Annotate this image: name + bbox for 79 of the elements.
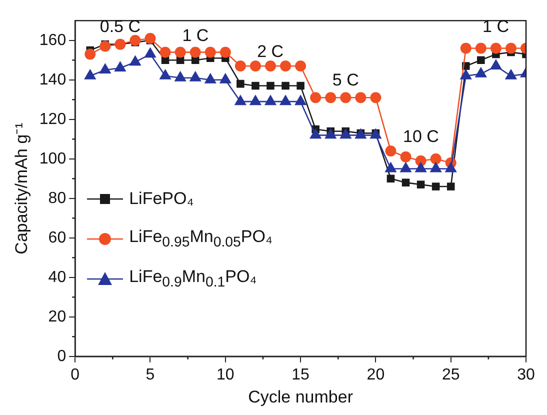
point xyxy=(386,174,395,183)
point xyxy=(84,48,96,60)
point xyxy=(220,46,231,58)
point xyxy=(444,162,457,172)
point xyxy=(402,178,410,186)
point xyxy=(100,40,111,52)
x-tick-label: 5 xyxy=(146,366,155,384)
y-axis-title: Capacity/mAh g⁻¹ xyxy=(12,122,31,254)
point xyxy=(414,162,427,172)
point xyxy=(385,145,396,156)
point xyxy=(190,46,201,58)
x-tick-label: 10 xyxy=(216,366,234,384)
x-axis-title: Cycle number xyxy=(248,387,354,406)
legend-label: LiFe$_{0.9}$Mn$_{0.1}$PO₄ xyxy=(129,266,257,290)
y-tick-label: 140 xyxy=(39,71,66,88)
y-tick-label: 100 xyxy=(39,150,66,168)
point xyxy=(294,94,307,106)
point xyxy=(280,60,292,72)
annotation: 2 C xyxy=(257,42,284,61)
x-tick-label: 0 xyxy=(70,366,80,384)
y-tick-label: 60 xyxy=(48,229,66,246)
point xyxy=(340,128,352,139)
point xyxy=(416,180,425,188)
point xyxy=(295,60,306,72)
point xyxy=(250,60,261,72)
point xyxy=(430,153,442,164)
point xyxy=(400,162,412,172)
y-tick-label: 20 xyxy=(48,308,66,326)
x-tick-label: 15 xyxy=(292,366,310,384)
point xyxy=(370,92,382,104)
y-tick-label: 40 xyxy=(48,268,66,286)
point xyxy=(236,80,244,88)
point xyxy=(129,55,142,66)
y-tick-label: 160 xyxy=(39,32,66,49)
point xyxy=(460,42,472,54)
annotation: 10 C xyxy=(402,126,439,146)
point xyxy=(204,46,216,58)
annotation: 1 C xyxy=(482,17,510,36)
point xyxy=(432,182,440,190)
point xyxy=(400,151,412,162)
point xyxy=(249,94,262,106)
point xyxy=(264,94,277,106)
y-tick-label: 120 xyxy=(39,110,66,128)
annotation: 1 C xyxy=(182,26,209,46)
x-tick-label: 25 xyxy=(442,366,460,384)
point xyxy=(430,162,442,172)
point xyxy=(490,42,502,54)
point xyxy=(130,34,141,46)
point xyxy=(325,92,336,104)
annotation: 5 C xyxy=(332,70,359,90)
point xyxy=(505,42,516,54)
x-tick-label: 30 xyxy=(517,366,535,384)
point xyxy=(252,82,260,90)
point xyxy=(296,82,304,90)
y-tick-label: 80 xyxy=(48,190,66,207)
y-tick-label: 0 xyxy=(57,348,66,365)
point xyxy=(264,60,276,72)
point xyxy=(310,92,322,104)
point xyxy=(477,56,485,64)
point xyxy=(490,59,502,70)
x-tick-label: 20 xyxy=(366,366,385,384)
point xyxy=(446,182,455,190)
point xyxy=(355,92,366,104)
point xyxy=(340,92,352,104)
point xyxy=(160,46,171,58)
point xyxy=(114,61,126,72)
point xyxy=(234,94,246,106)
point xyxy=(384,162,397,172)
point xyxy=(174,46,186,58)
point xyxy=(475,42,486,54)
legend-label: LiFe$_{0.95}$Mn$_{0.05}$PO₄ xyxy=(129,226,272,250)
point xyxy=(324,128,337,139)
annotation: 0.5 C xyxy=(100,17,141,36)
point xyxy=(234,60,246,72)
point xyxy=(279,94,292,106)
point xyxy=(310,128,322,139)
point xyxy=(282,82,290,90)
point xyxy=(266,82,274,90)
legend-label: LiFePO₄ xyxy=(129,188,194,208)
